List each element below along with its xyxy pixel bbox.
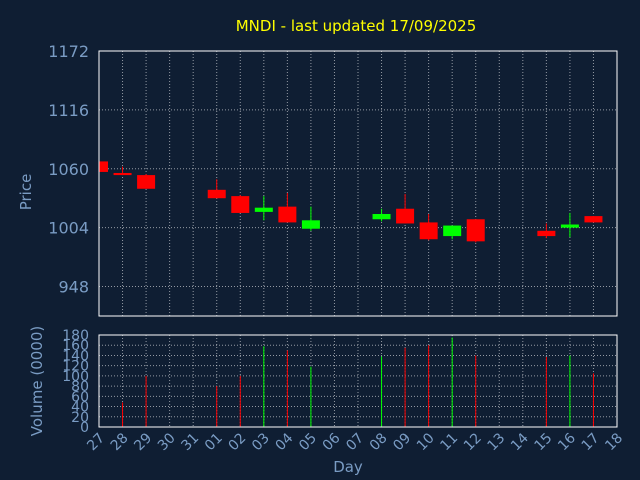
- price-axis-label: Price: [17, 174, 35, 211]
- price-tick-label: 1060: [48, 160, 89, 179]
- volume-grid: [99, 335, 617, 427]
- day-tick-label: 02: [225, 430, 249, 454]
- day-tick-label: 15: [532, 430, 556, 454]
- volume-tick-label: 160: [62, 338, 89, 354]
- candle-body: [113, 172, 132, 176]
- price-tick-label: 1004: [48, 219, 89, 238]
- day-tick-label: 10: [414, 430, 438, 454]
- volume-axis-label: Volume (0000): [28, 326, 46, 436]
- day-tick-label: 07: [343, 430, 367, 454]
- price-tick-label: 1172: [48, 42, 89, 61]
- volume-tick-label: 120: [62, 359, 89, 375]
- candle-body: [419, 222, 438, 240]
- price-tick-label: 1116: [48, 101, 89, 120]
- plot-frames: [98, 50, 618, 428]
- day-axis-label: Day: [333, 458, 363, 476]
- candle-body: [443, 225, 462, 237]
- day-tick-label: 17: [579, 430, 603, 454]
- candle-body: [466, 219, 485, 242]
- day-tick-label: 11: [437, 430, 461, 454]
- day-tick-label: 13: [484, 430, 508, 454]
- price-tick-label: 948: [58, 278, 89, 297]
- volume-bars: [122, 337, 594, 427]
- day-tick-label: 16: [555, 430, 579, 454]
- day-tick-label: 05: [296, 430, 320, 454]
- candle-body: [301, 220, 320, 229]
- day-tick-label: 12: [461, 430, 485, 454]
- price-plot-frame: [98, 50, 618, 317]
- candle-body: [584, 216, 603, 223]
- day-tick-label: 18: [602, 430, 626, 454]
- candle-body: [99, 161, 108, 172]
- volume-tick-label: 80: [71, 379, 89, 395]
- candle-body: [372, 213, 391, 220]
- day-tick-label: 30: [155, 430, 179, 454]
- day-tick-label: 03: [249, 430, 273, 454]
- candle-body: [254, 207, 273, 212]
- day-tick-label: 14: [508, 430, 532, 454]
- volume-tick-label: 140: [62, 348, 89, 364]
- volume-plot-frame: [98, 334, 618, 428]
- day-tick-label: 01: [202, 430, 226, 454]
- candle-body: [396, 208, 415, 224]
- candle-body: [537, 230, 556, 237]
- volume-tick-label: 100: [62, 369, 89, 385]
- price-tick-labels: 948 1004 1060 1116 1172: [48, 42, 89, 297]
- candle-body: [231, 196, 250, 213]
- volume-tick-label: 60: [71, 389, 89, 405]
- chart-title: MNDI - last updated 17/09/2025: [236, 17, 477, 35]
- day-tick-label: 09: [390, 430, 414, 454]
- day-tick-label: 29: [131, 430, 155, 454]
- candle-body: [207, 189, 226, 199]
- day-tick-label: 31: [178, 430, 202, 454]
- volume-tick-label: 0: [80, 420, 89, 436]
- volume-tick-label: 20: [71, 410, 89, 426]
- price-grid: [99, 51, 617, 316]
- day-tick-labels: 27 28 29 30 31 01 02 03 04 05 06 07 08 09 10 11 12 13 14 15…: [84, 430, 626, 454]
- day-tick-label: 06: [320, 430, 344, 454]
- day-tick-label: 08: [367, 430, 391, 454]
- day-tick-label: 28: [108, 430, 132, 454]
- candles: [98, 158, 603, 243]
- candle-body: [278, 206, 297, 223]
- candle-body: [137, 175, 156, 189]
- volume-tick-label: 40: [71, 400, 89, 416]
- day-tick-label: 04: [273, 430, 297, 454]
- candle-body: [560, 224, 579, 228]
- volume-tick-label: 180: [62, 328, 89, 344]
